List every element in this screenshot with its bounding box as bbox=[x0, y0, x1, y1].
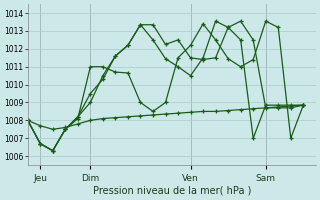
X-axis label: Pression niveau de la mer( hPa ): Pression niveau de la mer( hPa ) bbox=[92, 186, 251, 196]
